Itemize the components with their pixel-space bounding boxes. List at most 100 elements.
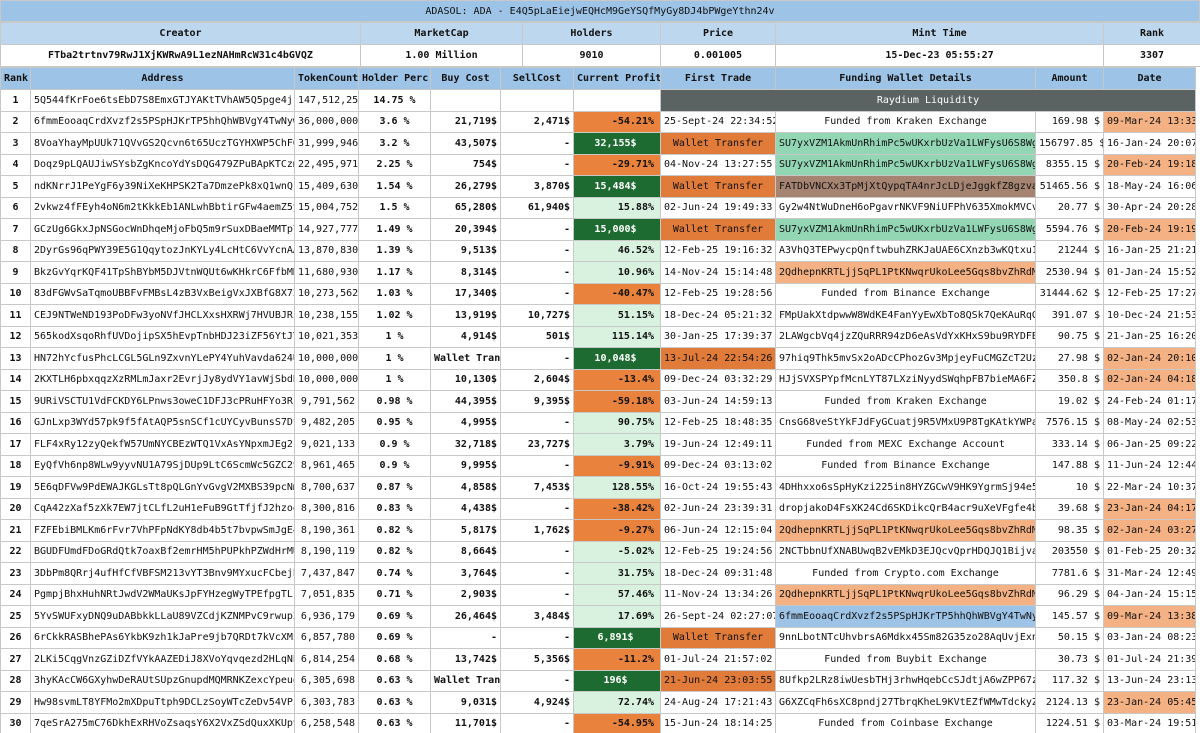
cell: 6fmmEooaqCrdXvzf2s5PSpHJKrTP5hhQhWBVgY4T… xyxy=(775,605,1036,628)
cell: -13.4% xyxy=(573,368,661,391)
cell: 6 xyxy=(0,196,31,219)
cell: 19-Jun-24 12:49:11 xyxy=(660,433,776,456)
summary-value: 3307 xyxy=(1103,44,1200,67)
cell: 8 xyxy=(0,239,31,262)
cell: 2,604$ xyxy=(500,368,574,391)
cell: Raydium Liquidity xyxy=(660,89,1196,112)
cell: 0.95 % xyxy=(358,411,431,434)
cell: CEJ9NTWeND193PoDFw3yoNVfJHCLXxsHXRWj7HVU… xyxy=(30,304,295,327)
cell: 0.63 % xyxy=(358,669,431,692)
summary-table: Creator MarketCap Holders Price Mint Time Ran… xyxy=(0,22,1200,67)
cell: -54.95% xyxy=(573,712,661,733)
cell: 16-Jan-25 21:21 xyxy=(1103,239,1196,262)
cell: -11.2% xyxy=(573,648,661,671)
cell: - xyxy=(500,562,574,585)
cell: 10,238,155 xyxy=(294,304,359,327)
cell: 7,051,835 xyxy=(294,583,359,606)
cell: 23,727$ xyxy=(500,433,574,456)
cell: 16-Oct-24 19:55:43 xyxy=(660,476,776,499)
cell: 0.82 % xyxy=(358,540,431,563)
cell: 13-Jun-24 23:13 xyxy=(1103,669,1196,692)
cell: 50.15 $ xyxy=(1035,626,1104,649)
cell: 1.5 % xyxy=(358,196,431,219)
column-header: Date xyxy=(1103,67,1196,90)
cell: 21,719$ xyxy=(430,110,501,133)
cell: -54.21% xyxy=(573,110,661,133)
cell: 5 xyxy=(0,175,31,198)
cell: 10,000,000 xyxy=(294,368,359,391)
cell: 3.2 % xyxy=(358,132,431,155)
cell: 7,453$ xyxy=(500,476,574,499)
cell: 8,190,119 xyxy=(294,540,359,563)
cell: 13,919$ xyxy=(430,304,501,327)
cell: 2QdhepnKRTLjjSqPL1PtKNwqrUkoLee5Gqs8bvZh… xyxy=(775,583,1036,606)
cell: 98.35 $ xyxy=(1035,519,1104,542)
holder-row: 10 83dFGWvSaTqmoUBBFvFMBsL4zB3VxBeigVxJXB… xyxy=(0,282,1196,305)
summary-value: 0.001005 xyxy=(660,44,776,67)
cell: 9,031$ xyxy=(430,691,501,714)
cell: 169.98 $ xyxy=(1035,110,1104,133)
cell: 7,437,847 xyxy=(294,562,359,585)
cell: 14 xyxy=(0,368,31,391)
cell: Funded from Binance Exchange xyxy=(775,282,1036,305)
holder-row: 25 5YvSWUFxyDNQ9uDABbkkLLaU89VZCdjKZNMPvC… xyxy=(0,605,1196,628)
cell: 15,484$ xyxy=(573,175,661,198)
cell: EyQfVh6np8WLw9yyvNU1A79SjDUp9LtC6ScmWc5G… xyxy=(30,454,295,477)
cell: 26,279$ xyxy=(430,175,501,198)
cell: 0.68 % xyxy=(358,648,431,671)
column-header: Address xyxy=(30,67,295,90)
cell: 17,340$ xyxy=(430,282,501,305)
cell: 12-Feb-25 17:27 xyxy=(1103,282,1196,305)
cell xyxy=(500,89,574,112)
cell: 25-Sept-24 22:34:52 xyxy=(660,110,776,133)
cell: 10,130$ xyxy=(430,368,501,391)
cell: 39.68 $ xyxy=(1035,497,1104,520)
cell: 11-Jun-24 12:44 xyxy=(1103,454,1196,477)
cell: 19.02 $ xyxy=(1035,390,1104,413)
cell: - xyxy=(500,132,574,155)
cell: 5Q544fKrFoe6tsEbD7S8EmxGTJYAKtTVhAW5Q5pg… xyxy=(30,89,295,112)
column-header-row: Rank Address TokenCount Holder Perc Buy Cost… xyxy=(0,67,1196,90)
cell: 9,021,133 xyxy=(294,433,359,456)
cell: -29.71% xyxy=(573,153,661,176)
cell: 09-Dec-24 03:32:29 xyxy=(660,368,776,391)
cell: 12 xyxy=(0,325,31,348)
cell: 22-Mar-24 10:37 xyxy=(1103,476,1196,499)
cell: 2.25 % xyxy=(358,153,431,176)
cell: 24-Feb-24 01:17 xyxy=(1103,390,1196,413)
cell: 0.69 % xyxy=(358,605,431,628)
cell: 7576.15 $ xyxy=(1035,411,1104,434)
cell: FZFEbiBMLKm6rFvr7VhPFpNdKY8db4b5t7bvpwSm… xyxy=(30,519,295,542)
cell: Funded from Coinbase Exchange xyxy=(775,712,1036,733)
summary-header: Holders xyxy=(522,22,661,45)
cell: 754$ xyxy=(430,153,501,176)
holder-row: 9 BkzGvYqrKQF41TpShBYbM5DJVtnWQUt6wKHkrC6… xyxy=(0,261,1196,284)
cell: 1 % xyxy=(358,325,431,348)
cell: - xyxy=(500,712,574,733)
cell: 15 xyxy=(0,390,31,413)
holder-row: 27 2LKi5CqgVnzGZiDZfVYkAAZEDiJ8XVoYqvqezd… xyxy=(0,648,1196,671)
cell: 2NCTbbnUfXNABUwqB2vEMkD3EJQcvQprHDQJQ1Bi… xyxy=(775,540,1036,563)
cell: 30.73 $ xyxy=(1035,648,1104,671)
holder-row: 21 FZFEbiBMLKm6rFvr7VhPFpNdKY8db4b5t7bvpw… xyxy=(0,519,1196,542)
cell: 01-Jul-24 21:39 xyxy=(1103,648,1196,671)
cell: Wallet Transfer xyxy=(430,669,501,692)
holder-row: 30 7qeSrA275mC76DkhExRHVoZsaqsY6X2VxZSdQu… xyxy=(0,712,1196,733)
holder-row: 14 2KXTLH6pbxqqzXzRMLmJaxr2EvrjJy8ydVY1av… xyxy=(0,368,1196,391)
column-header: Holder Perc xyxy=(358,67,431,90)
holder-row: 3 8VoaYhayMpUUk71QVvGS2Qcvn6t65UczTGYHXWP… xyxy=(0,132,1196,155)
column-header: TokenCount xyxy=(294,67,359,90)
cell: FATDbVNCXx3TpMjXtQypqTA4nrJcLDjeJggkfZ8g… xyxy=(775,175,1036,198)
cell: SU7yxVZM1AkmUnRhimPc5wUKxrbUzVa1LWFysU6S… xyxy=(775,218,1036,241)
cell: 2KXTLH6pbxqqzXzRMLmJaxr2EvrjJy8ydVY1avWj… xyxy=(30,368,295,391)
cell: 6,857,780 xyxy=(294,626,359,649)
summary-header-row: Creator MarketCap Holders Price Mint Time Ran… xyxy=(0,22,1200,45)
cell: 44,395$ xyxy=(430,390,501,413)
cell: 0.82 % xyxy=(358,519,431,542)
cell: 11,680,930 xyxy=(294,261,359,284)
cell: - xyxy=(500,218,574,241)
holder-row: 29 Hw98svmLT8YFMo2mXDpuTtph9DCLzSoyWTcZeD… xyxy=(0,691,1196,714)
cell: 26,464$ xyxy=(430,605,501,628)
holder-row: 22 BGUDFUmdFDoGRdQtk7oaxBf2emrHM5hPUPkhPZ… xyxy=(0,540,1196,563)
cell: Gy2w4NtWuDneH6oPgavrNKVF9NiUFPhV635XmokM… xyxy=(775,196,1036,219)
